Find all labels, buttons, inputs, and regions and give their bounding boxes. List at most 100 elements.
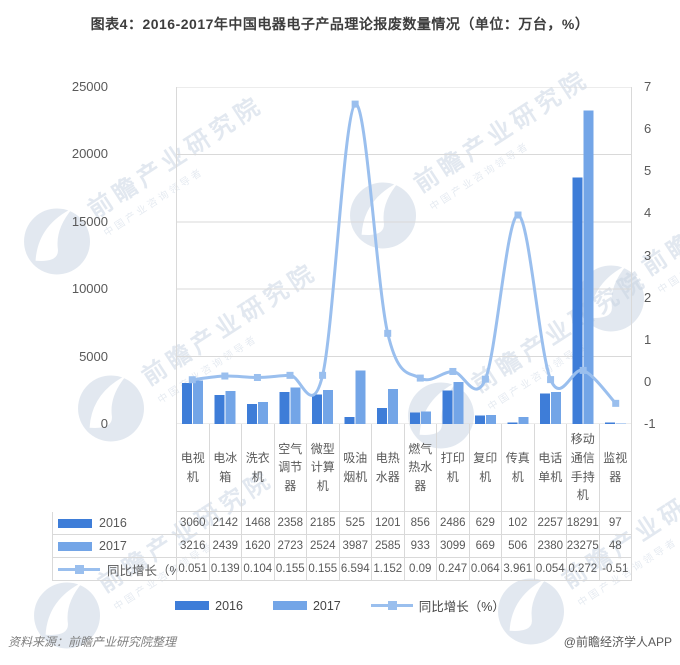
table-row-2016: 2016 3060 2142 1468 2358 2185 525 1201 856 2486 62… xyxy=(53,512,632,535)
bar-2016-洗衣机 xyxy=(246,404,257,424)
bar-2017-微型计算机 xyxy=(323,389,334,424)
table-cell-同比增长（%）-电视机: 0.051 xyxy=(177,558,210,580)
table-cell-2017-电冰箱: 2439 xyxy=(210,535,242,557)
bar-2016-吸油烟机 xyxy=(344,416,355,424)
line-marker-燃气热水器 xyxy=(416,374,424,382)
bar-swatch-icon xyxy=(272,601,307,610)
bar-2017-电冰箱 xyxy=(225,391,236,424)
left-axis-tick-20000: 20000 xyxy=(71,146,108,162)
table-cell-2016-传真机: 102 xyxy=(502,512,535,534)
table-cell-2017-电视机: 3216 xyxy=(177,535,210,557)
right-axis-tick--1: -1 xyxy=(644,416,656,431)
line-marker-icon xyxy=(387,601,397,610)
line-marker-电冰箱 xyxy=(221,372,229,380)
category-label-移动通信手持机: 移动通信手持机 xyxy=(567,424,600,511)
table-cell-2017-移动通信手持机: 23275 xyxy=(567,535,600,557)
bar-2017-电话单机 xyxy=(551,391,562,424)
left-axis-tick-0: 0 xyxy=(100,416,108,431)
table-cell-同比增长（%）-吸油烟机: 6.594 xyxy=(340,558,372,580)
bar-2017-打印机 xyxy=(453,382,464,424)
table-cell-同比增长（%）-电冰箱: 0.139 xyxy=(210,558,242,580)
legend: 2016 2017 同比增长（%） xyxy=(0,596,680,615)
bar-2017-监视器 xyxy=(616,423,627,425)
table-cell-同比增长（%）-空气调节器: 0.155 xyxy=(275,558,307,580)
line-marker-监视器 xyxy=(612,399,620,407)
bar-2016-电话单机 xyxy=(540,393,551,424)
category-label-传真机: 传真机 xyxy=(502,424,535,511)
left-axis-tick-5000: 5000 xyxy=(79,348,108,364)
left-axis-tick-10000: 10000 xyxy=(71,281,108,297)
line-swatch-icon xyxy=(58,564,100,574)
legend-label: 2016 xyxy=(215,598,243,613)
left-axis: 0 5000 10000 15000 20000 25000 xyxy=(36,79,108,431)
table-cell-2017-洗衣机: 1620 xyxy=(242,535,275,557)
table-cell-2016-打印机: 2486 xyxy=(437,512,470,534)
bar-swatch-icon xyxy=(175,601,210,610)
category-label-洗衣机: 洗衣机 xyxy=(242,424,275,511)
chart-title: 图表4：2016-2017年中国电器电子产品理论报废数量情况（单位：万台，%） xyxy=(90,16,590,32)
category-label-监视器: 监视器 xyxy=(600,424,632,511)
category-label-吸油烟机: 吸油烟机 xyxy=(340,424,372,511)
category-label-电热水器: 电热水器 xyxy=(372,424,405,511)
bar-2017-传真机 xyxy=(518,417,529,424)
category-label-电冰箱: 电冰箱 xyxy=(210,424,242,511)
category-label-打印机: 打印机 xyxy=(437,424,470,511)
table-cell-2016-洗衣机: 1468 xyxy=(242,512,275,534)
line-marker-空气调节器 xyxy=(286,371,294,379)
table-cell-2017-电热水器: 2585 xyxy=(372,535,405,557)
line-marker-电话单机 xyxy=(547,376,555,384)
bar-2016-电冰箱 xyxy=(214,395,225,424)
table-row-key: 2017 xyxy=(53,535,177,557)
bar-2017-洗衣机 xyxy=(257,402,268,424)
table-cell-2016-移动通信手持机: 18291 xyxy=(567,512,600,534)
table-cell-同比增长（%）-电热水器: 1.152 xyxy=(372,558,405,580)
table-row-2017: 2017 3216 2439 1620 2723 2524 3987 2585 933 3099 6… xyxy=(53,535,632,558)
bar-2016-复印机 xyxy=(474,415,485,424)
table-cell-同比增长（%）-传真机: 3.961 xyxy=(502,558,535,580)
table-cell-2017-吸油烟机: 3987 xyxy=(340,535,372,557)
line-marker-电视机 xyxy=(188,376,196,384)
legend-label: 2017 xyxy=(312,598,341,613)
table-cell-2016-监视器: 97 xyxy=(600,512,632,534)
credit-note: @前瞻经济学人APP xyxy=(563,635,672,649)
bar-swatch-icon xyxy=(58,518,92,528)
table-cell-2016-吸油烟机: 525 xyxy=(340,512,372,534)
table-cell-同比增长（%）-燃气热水器: 0.09 xyxy=(405,558,437,580)
table-row-key: 2016 xyxy=(53,512,177,534)
table-cell-同比增长（%）-监视器: -0.51 xyxy=(600,558,632,580)
series-label: 2016 xyxy=(99,516,127,530)
category-axis: 电视机 电冰箱 洗衣机 空气调节器 微型计算机 吸油烟机 电热水器 燃气热水器 打印机 复印机 传真… xyxy=(176,424,632,512)
category-label-电视机: 电视机 xyxy=(177,424,210,511)
bar-2016-打印机 xyxy=(442,390,453,424)
line-marker-电热水器 xyxy=(384,329,392,337)
category-label-空气调节器: 空气调节器 xyxy=(275,424,307,511)
table-cell-同比增长（%）-洗衣机: 0.104 xyxy=(242,558,275,580)
bar-2016-移动通信手持机 xyxy=(572,177,583,424)
bar-2017-空气调节器 xyxy=(290,387,301,424)
bar-2016-空气调节器 xyxy=(279,392,290,424)
table-cell-2016-电冰箱: 2142 xyxy=(210,512,242,534)
right-axis-tick-4: 4 xyxy=(644,205,652,221)
table-cell-2016-微型计算机: 2185 xyxy=(307,512,340,534)
bar-2016-监视器 xyxy=(605,422,616,424)
table-cell-同比增长（%）-移动通信手持机: 0.272 xyxy=(567,558,600,580)
right-axis-tick-7: 7 xyxy=(644,79,652,94)
category-label-微型计算机: 微型计算机 xyxy=(307,424,340,511)
line-marker-吸油烟机 xyxy=(351,100,359,108)
footer: 资料来源：前瞻产业研究院整理 @前瞻经济学人APP xyxy=(8,633,672,650)
legend-item-同比增长（%）: 同比增长（%） xyxy=(370,596,505,615)
right-axis-tick-0: 0 xyxy=(644,373,652,389)
bar-2016-电视机 xyxy=(181,382,192,424)
line-swatch-icon xyxy=(370,601,413,610)
table-cell-2016-电话单机: 2257 xyxy=(535,512,567,534)
table-cell-2017-微型计算机: 2524 xyxy=(307,535,340,557)
line-marker-打印机 xyxy=(449,367,457,375)
line-marker-复印机 xyxy=(481,375,489,383)
table-cell-2017-电话单机: 2380 xyxy=(535,535,567,557)
table-cell-同比增长（%）-电话单机: 0.054 xyxy=(535,558,567,580)
table-cell-2016-空气调节器: 2358 xyxy=(275,512,307,534)
legend-label: 同比增长（%） xyxy=(418,600,505,614)
growth-line xyxy=(190,102,618,405)
table-cell-同比增长（%）-打印机: 0.247 xyxy=(437,558,470,580)
bar-2016-传真机 xyxy=(507,422,518,424)
